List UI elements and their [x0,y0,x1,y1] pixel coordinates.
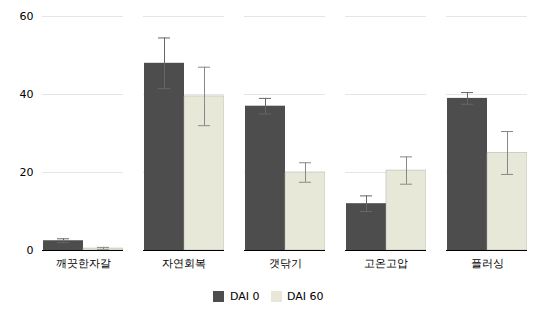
svg-text:플러싱: 플러싱 [471,257,504,270]
svg-text:0: 0 [27,244,34,257]
svg-text:60: 60 [20,10,34,23]
svg-text:40: 40 [20,88,34,101]
svg-text:자연회복: 자연회복 [162,257,206,270]
svg-text:깨끗한자갈: 깨끗한자갈 [56,257,111,270]
html-text:DAI 0: DAI 0 [230,290,260,303]
svg-text:갯닦기: 갯닦기 [269,257,302,270]
html-text:DAI 60: DAI 60 [287,290,324,303]
svg-text:20: 20 [20,166,34,179]
svg-text:고온고압: 고온고압 [364,257,408,270]
